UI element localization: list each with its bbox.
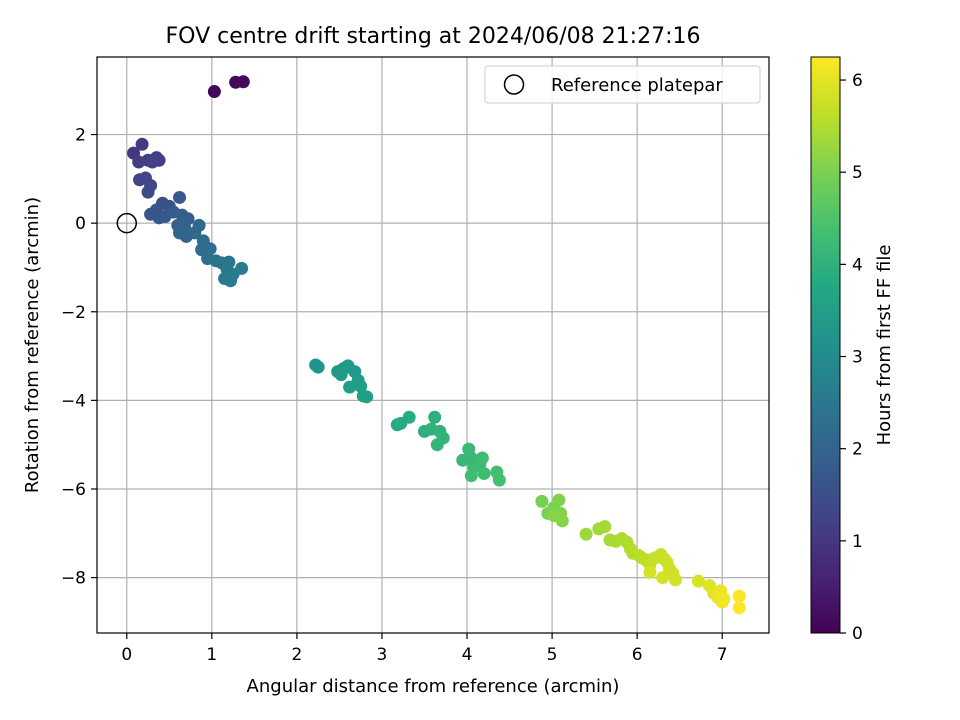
data-point xyxy=(428,410,442,424)
x-tick-label: 7 xyxy=(717,645,728,665)
data-point xyxy=(207,85,221,99)
data-point xyxy=(552,493,566,507)
data-point xyxy=(547,509,561,523)
data-point xyxy=(492,473,506,487)
x-axis-label: Angular distance from reference (arcmin) xyxy=(247,676,620,697)
x-tick-label: 2 xyxy=(291,645,302,665)
data-point xyxy=(343,380,357,394)
data-point xyxy=(579,527,593,541)
data-point xyxy=(236,75,250,89)
data-point xyxy=(643,565,657,579)
colorbar-tick-label: 0 xyxy=(852,624,863,644)
colorbar-ticks: 0 1 2 3 4 5 6 xyxy=(840,71,863,644)
x-tick-label: 6 xyxy=(632,645,643,665)
reference-layer xyxy=(116,212,138,234)
data-point xyxy=(402,410,416,424)
colorbar-tick-label: 4 xyxy=(852,255,863,275)
data-point xyxy=(598,520,612,534)
x-axis-ticks: 0 1 2 3 4 5 6 7 xyxy=(121,633,728,665)
data-point xyxy=(477,466,491,480)
legend-reference-label: Reference platepar xyxy=(551,75,723,96)
data-point xyxy=(717,592,731,606)
y-tick-label: −4 xyxy=(61,391,86,411)
data-points xyxy=(127,75,746,615)
data-point xyxy=(173,190,187,204)
y-tick-label: −8 xyxy=(61,569,86,589)
colorbar-tick-label: 5 xyxy=(852,163,863,183)
data-point xyxy=(656,571,670,585)
y-axis-label: Rotation from reference (arcmin) xyxy=(22,197,43,493)
x-tick-label: 4 xyxy=(462,645,473,665)
plot-frame xyxy=(96,56,770,634)
data-point xyxy=(145,155,159,169)
x-tick-label: 3 xyxy=(377,645,388,665)
colorbar-tick-label: 1 xyxy=(852,532,863,552)
data-point xyxy=(535,494,549,508)
data-point xyxy=(354,379,368,393)
x-tick-label: 5 xyxy=(547,645,558,665)
x-tick-label: 0 xyxy=(121,645,132,665)
legend: Reference platepar xyxy=(484,65,761,104)
reference-platepar-marker xyxy=(116,212,138,234)
legend-box xyxy=(484,65,761,104)
data-point xyxy=(235,261,249,275)
data-point xyxy=(732,601,746,615)
y-tick-label: 2 xyxy=(75,126,86,146)
colorbar-tick-label: 3 xyxy=(852,348,863,368)
data-point xyxy=(334,368,348,382)
data-point xyxy=(135,137,149,151)
colorbar-tick-label: 2 xyxy=(852,440,863,460)
data-point xyxy=(691,574,705,588)
data-point xyxy=(224,274,238,288)
y-tick-label: −2 xyxy=(61,303,86,323)
data-point xyxy=(311,360,325,374)
data-point xyxy=(430,438,444,452)
y-tick-label: 0 xyxy=(75,214,86,234)
data-point xyxy=(203,242,217,256)
chart-title: FOV centre drift starting at 2024/06/08 … xyxy=(166,24,701,49)
data-point xyxy=(141,185,155,199)
x-tick-label: 1 xyxy=(206,645,217,665)
colorbar-label: Hours from first FF file xyxy=(874,245,895,446)
colorbar xyxy=(810,56,841,634)
data-point xyxy=(360,390,374,404)
data-point xyxy=(464,469,478,483)
legend-reference-marker xyxy=(503,74,525,95)
data-point xyxy=(668,573,682,587)
data-point xyxy=(475,451,489,465)
data-point xyxy=(732,589,746,603)
grid-lines xyxy=(97,57,769,633)
y-tick-label: −6 xyxy=(61,480,86,500)
data-point xyxy=(192,218,206,232)
colorbar-tick-label: 6 xyxy=(852,71,863,91)
y-axis-ticks: −8 −6 −4 −2 0 2 xyxy=(61,126,97,589)
